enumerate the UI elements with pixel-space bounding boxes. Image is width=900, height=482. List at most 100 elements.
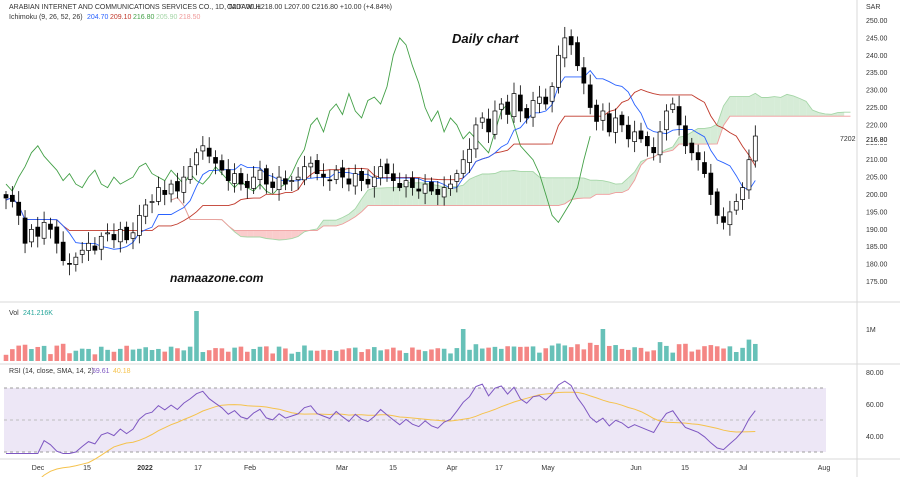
ichimoku-value-2: 216.80 xyxy=(133,14,155,21)
volume-bar xyxy=(302,345,307,361)
cloud-segment xyxy=(241,231,247,237)
price-tick: 210.00 xyxy=(866,157,888,164)
volume-bar xyxy=(480,349,485,361)
volume-bar xyxy=(518,347,523,361)
price-tick: 240.00 xyxy=(866,53,888,60)
volume-bar xyxy=(664,346,669,361)
candle-body xyxy=(518,95,522,111)
candle-body xyxy=(334,170,338,179)
volume-bar xyxy=(48,354,53,361)
candle-body xyxy=(252,177,256,188)
volume-bar xyxy=(632,347,637,361)
volume-bar xyxy=(124,346,129,361)
countdown: 7202 xyxy=(840,136,856,143)
volume-bar xyxy=(4,355,9,361)
candle-body xyxy=(442,188,446,197)
candle-body xyxy=(372,177,376,187)
candle-body xyxy=(144,205,148,216)
ohlc-readout: O207.00 H218.00 L207.00 C216.80 +10.00 (… xyxy=(227,4,392,11)
candle-body xyxy=(734,201,738,210)
candle-body xyxy=(226,170,230,181)
candle-body xyxy=(80,250,84,254)
candle-body xyxy=(264,169,268,184)
volume-bar xyxy=(626,350,631,361)
candle-body xyxy=(112,234,116,239)
volume-bar xyxy=(289,354,294,361)
volume-bar xyxy=(334,351,339,361)
time-label: Feb xyxy=(244,465,256,472)
volume-bar xyxy=(512,347,517,361)
volume-bar xyxy=(162,352,167,361)
volume-bar xyxy=(347,348,352,361)
volume-bar xyxy=(245,352,250,361)
cloud-segment xyxy=(393,187,399,206)
candle-body xyxy=(468,149,472,162)
volume-bar xyxy=(575,344,580,361)
cloud-segment xyxy=(781,94,787,116)
volume-bar xyxy=(61,344,66,361)
volume-bar xyxy=(340,350,345,361)
rsi-tick-60: 60.00 xyxy=(866,402,884,409)
cloud-segment xyxy=(387,188,393,206)
candle-body xyxy=(620,115,624,125)
cloud-segment xyxy=(774,97,780,117)
candle-body xyxy=(29,229,33,242)
volume-bar xyxy=(645,352,650,361)
candle-body xyxy=(639,131,643,139)
candle-body xyxy=(220,161,224,171)
volume-bar xyxy=(696,350,701,361)
volume-bar xyxy=(105,350,110,361)
price-tick: 195.00 xyxy=(866,209,888,216)
cloud-segment xyxy=(451,187,457,206)
volume-bar xyxy=(372,347,377,361)
candle-body xyxy=(296,177,300,180)
volume-bar xyxy=(658,342,663,361)
cloud-segment xyxy=(470,176,476,205)
candle-body xyxy=(633,132,637,142)
volume-bar xyxy=(569,347,574,361)
price-tick: 220.00 xyxy=(866,122,888,129)
volume-bar xyxy=(131,350,136,361)
volume-bar xyxy=(220,348,225,361)
volume-label: Vol xyxy=(9,310,19,317)
volume-bar xyxy=(118,349,123,361)
volume-bar xyxy=(639,348,644,361)
candle-body xyxy=(741,188,745,200)
candle-body xyxy=(423,184,427,193)
price-tick: 205.00 xyxy=(866,175,888,182)
candle-body xyxy=(683,126,687,146)
volume-bar xyxy=(283,348,288,361)
volume-bar xyxy=(594,345,599,361)
time-label: Mar xyxy=(336,465,349,472)
time-label: 15 xyxy=(389,465,397,472)
candle-body xyxy=(347,179,351,184)
candle-body xyxy=(703,162,707,173)
candle-body xyxy=(309,163,313,167)
cloud-segment xyxy=(324,220,330,226)
volume-bar xyxy=(137,349,142,361)
candle-body xyxy=(385,164,389,174)
cloud-segment xyxy=(584,178,590,198)
candle-body xyxy=(315,160,319,173)
candle-body xyxy=(150,201,154,202)
volume-bar xyxy=(359,352,364,361)
volume-bar xyxy=(112,352,117,361)
watermark: namaazone.com xyxy=(170,271,264,285)
volume-bar xyxy=(423,351,428,361)
volume-bar xyxy=(232,348,237,361)
price-tick: 245.00 xyxy=(866,35,888,42)
candle-body xyxy=(131,233,135,238)
time-label: Jun xyxy=(630,465,641,472)
candle-body xyxy=(379,167,383,178)
volume-axis-tick: 1M xyxy=(866,327,876,334)
volume-bar xyxy=(55,346,60,361)
candle-body xyxy=(175,181,179,191)
cloud-segment xyxy=(285,231,291,240)
candle-body xyxy=(455,174,459,182)
candle-body xyxy=(125,227,129,240)
candle-body xyxy=(696,153,700,160)
candle-body xyxy=(188,167,192,180)
volume-bar xyxy=(42,346,47,361)
cloud-segment xyxy=(546,178,552,206)
